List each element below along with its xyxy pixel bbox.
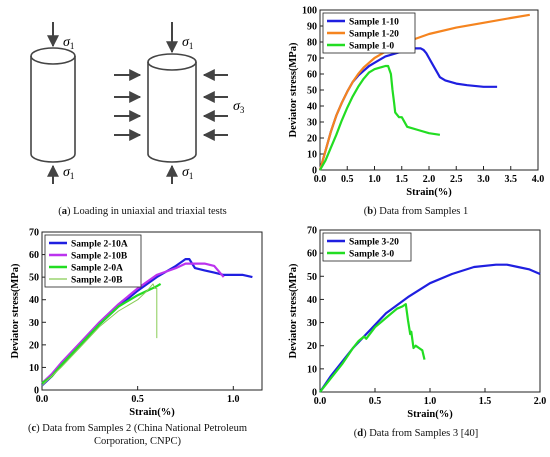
x-tick-label: 0.0	[36, 394, 49, 405]
chart-samples-2: 0.0 0.5 1.0 0 10 20 30 40 50 60 70 Strain(%) Deviato…	[10, 228, 263, 418]
y-tick-label: 50	[29, 273, 39, 284]
series-line-sample-3-0	[319, 302, 426, 393]
x-tick-label: 0.5	[131, 394, 144, 405]
x-axis-label: Strain(%)	[129, 407, 175, 418]
sigma3-label: σ3	[233, 99, 245, 115]
y-axis-label: Deviator stress(MPa)	[288, 42, 299, 137]
sigma1-bottom-uniaxial: σ1	[63, 165, 74, 181]
series-line-sample-1-0	[319, 64, 441, 171]
sigma1-top-uniaxial: σ1	[63, 35, 74, 51]
x-tick-label: 4.0	[532, 174, 545, 185]
confining-arrows-left	[114, 69, 142, 141]
y-tick-label: 90	[307, 22, 317, 33]
y-tick-label: 40	[307, 102, 317, 113]
legend-label: Sample 3-0	[349, 250, 394, 260]
y-tick-label: 0	[312, 388, 317, 399]
legend-box	[322, 232, 412, 262]
caption-c: (c) Data from Samples 2 (China National …	[27, 423, 247, 447]
legend-label: Sample 1-10	[349, 18, 399, 28]
y-axis-label: Deviator stress(MPa)	[10, 263, 21, 358]
y-tick-label: 70	[29, 228, 39, 239]
caption-b: (b) Data from Samples 1	[363, 206, 469, 217]
y-tick-label: 30	[307, 118, 317, 129]
uniaxial-cylinder	[30, 47, 76, 163]
legend-label: Sample 3-20	[349, 238, 399, 248]
panel-a-schematic: σ1 σ1 σ1 σ1 σ3	[30, 22, 245, 184]
plot-frame	[41, 231, 263, 391]
legend-label: Sample 1-0	[349, 42, 394, 52]
y-tick-label: 50	[307, 86, 317, 97]
x-tick-label: 0.5	[369, 396, 382, 407]
x-tick-label: 1.0	[368, 174, 381, 185]
y-tick-label: 10	[29, 363, 39, 374]
y-axis-label: Deviator stress(MPa)	[288, 263, 299, 358]
sigma1-bottom-triaxial: σ1	[182, 165, 193, 181]
series-line-sample-2-0b	[41, 283, 158, 386]
y-tick-label: 70	[307, 54, 317, 65]
series-line-sample-3-20	[319, 263, 541, 393]
y-tick-label: 10	[307, 364, 317, 375]
legend-label: Sample 1-20	[349, 30, 399, 40]
x-tick-label: 0.0	[314, 174, 327, 185]
x-axis-label: Strain(%)	[407, 409, 453, 420]
x-tick-label: 0.5	[341, 174, 354, 185]
y-tick-label: 30	[307, 318, 317, 329]
y-tick-label: 50	[307, 272, 317, 283]
y-tick-label: 0	[34, 386, 39, 397]
series-line-sample-2-0a	[41, 282, 162, 385]
y-tick-label: 20	[307, 134, 317, 145]
y-tick-label: 40	[29, 295, 39, 306]
y-tick-label: 70	[307, 226, 317, 237]
x-tick-label: 2.0	[534, 396, 547, 407]
y-tick-label: 30	[29, 318, 39, 329]
x-tick-label: 3.0	[477, 174, 490, 185]
confining-arrows-right	[202, 69, 228, 141]
y-tick-label: 100	[302, 6, 317, 17]
x-tick-label: 1.5	[479, 396, 492, 407]
caption-a: (a) Loading in uniaxial and triaxial tes…	[58, 206, 227, 217]
x-tick-label: 2.0	[423, 174, 436, 185]
sigma1-top-triaxial: σ1	[182, 35, 193, 51]
x-tick-label: 1.5	[396, 174, 409, 185]
y-tick-label: 60	[307, 249, 317, 260]
y-tick-label: 40	[307, 295, 317, 306]
x-tick-label: 2.5	[450, 174, 463, 185]
triaxial-cylinder	[147, 53, 197, 163]
x-axis-label: Strain(%)	[406, 187, 452, 198]
y-tick-label: 80	[307, 38, 317, 49]
caption-d: (d) Data from Samples 3 [40]	[353, 428, 479, 439]
y-tick-label: 10	[307, 150, 317, 161]
x-tick-label: 1.0	[424, 396, 437, 407]
legend-label: Sample 2-0B	[71, 276, 123, 286]
series-line-sample-1-20	[318, 13, 530, 171]
y-tick-label: 0	[312, 166, 317, 177]
series-line-sample-2-10b	[41, 262, 225, 385]
chart-samples-3: 0.0 0.5 1.0 1.5 2.0 0 10 20 30 40 50 60 70 Strain(%) D…	[288, 226, 547, 421]
x-tick-label: 1.0	[227, 394, 240, 405]
legend-label: Sample 2-10A	[71, 240, 128, 250]
x-tick-label: 0.0	[314, 396, 327, 407]
legend-label: Sample 2-10B	[71, 252, 128, 262]
x-tick-label: 3.5	[505, 174, 518, 185]
y-tick-label: 20	[29, 340, 39, 351]
y-tick-label: 20	[307, 341, 317, 352]
legend-label: Sample 2-0A	[71, 264, 123, 274]
y-tick-label: 60	[307, 70, 317, 81]
y-tick-label: 60	[29, 250, 39, 261]
chart-samples-1: 0.0 0.5 1.0 1.5 2.0 2.5 3.0 3.5 4.0 0 10 20 30 40 50 60…	[288, 6, 545, 199]
